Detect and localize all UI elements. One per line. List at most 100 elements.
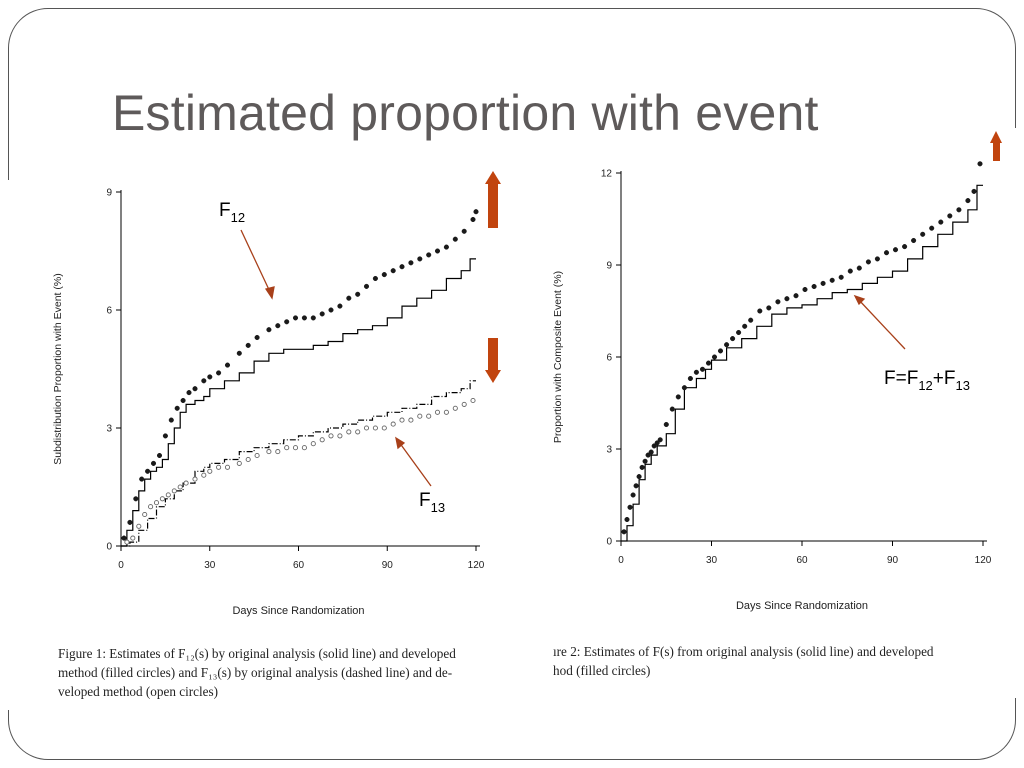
caption-line: method (filled circles) and F₁₃(s) by or…	[58, 665, 453, 680]
data-point-f-developed	[724, 342, 730, 348]
data-point-f-developed	[793, 293, 799, 299]
x-tick-label: 30	[204, 560, 216, 571]
caption-line: ıre 2: Estimates of F(s) from original a…	[553, 644, 934, 659]
data-point-f12-developed	[381, 272, 387, 278]
data-point-f-developed	[687, 375, 693, 382]
data-point-f12-developed	[186, 390, 192, 396]
data-point-f12-developed	[473, 209, 479, 215]
data-point-f13-developed	[337, 433, 343, 439]
caption-line: Figure 1: Estimates of F₁₂(s) by origina…	[58, 646, 456, 661]
data-point-f12-developed	[434, 248, 441, 254]
data-point-f12-developed	[174, 405, 180, 411]
data-point-f12-developed	[150, 460, 157, 466]
data-point-f13-developed	[165, 492, 171, 498]
data-point-f12-developed	[301, 315, 307, 321]
y-tick-label: 9	[606, 261, 612, 272]
data-point-f12-developed	[145, 468, 151, 474]
data-point-f13-developed	[328, 433, 334, 439]
data-point-f12-developed	[461, 228, 467, 234]
data-point-f13-developed	[452, 405, 458, 411]
data-point-f13-developed	[355, 429, 361, 435]
data-point-f-developed	[802, 286, 808, 293]
x-tick-label: 120	[975, 555, 992, 566]
data-point-f-developed	[645, 452, 651, 458]
data-point-f13-developed	[372, 425, 378, 431]
data-point-f12-developed	[207, 374, 213, 380]
data-point-f12-developed	[224, 362, 231, 368]
data-point-f13-developed	[171, 488, 177, 494]
data-point-f12-developed	[319, 311, 325, 317]
y-tick-label: 0	[606, 537, 612, 548]
data-point-f-developed	[838, 274, 844, 280]
data-point-f-developed	[947, 213, 953, 219]
data-point-f13-developed	[319, 437, 325, 443]
data-point-f13-developed	[434, 409, 441, 415]
data-point-f-developed	[865, 259, 871, 265]
data-point-f13-developed	[136, 523, 142, 529]
data-point-f-developed	[883, 250, 890, 256]
y-tick-label: 3	[606, 445, 612, 456]
data-point-f-developed	[911, 237, 917, 244]
caption-line: veloped method (open circles)	[58, 684, 219, 699]
data-point-f-developed	[654, 440, 660, 446]
data-point-f12-developed	[452, 236, 458, 242]
data-point-f13-developed	[266, 449, 272, 455]
data-point-f13-developed	[142, 511, 148, 518]
up-arrow-icon	[990, 131, 1002, 161]
data-point-f13-developed	[216, 464, 222, 470]
data-point-f-developed	[705, 360, 712, 366]
pointer-arrow-f-sum	[853, 294, 906, 350]
y-tick-label: 9	[106, 188, 112, 199]
data-point-f12-developed	[156, 452, 163, 459]
data-point-f-developed	[699, 366, 706, 372]
data-point-f-developed	[956, 207, 962, 213]
data-point-f-developed	[633, 483, 639, 489]
series-line-f13	[121, 380, 476, 547]
data-point-f-developed	[938, 219, 944, 225]
data-point-f13-developed	[399, 417, 405, 423]
data-point-f-developed	[775, 299, 781, 305]
data-point-f-developed	[820, 280, 826, 286]
x-tick-label: 60	[796, 555, 808, 566]
data-point-f12-developed	[121, 535, 127, 541]
x-axis-label: Days Since Randomization	[736, 600, 868, 612]
y-axis-label: Proportion with Composite Event (%)	[552, 271, 564, 443]
data-point-f12-developed	[408, 260, 414, 266]
x-tick-label: 90	[382, 560, 394, 571]
x-tick-label: 0	[618, 555, 624, 566]
y-axis-label: Subdistribution Proportion with Event (%…	[52, 273, 64, 464]
data-point-f-developed	[856, 265, 862, 271]
label-f13: F13	[419, 490, 445, 515]
data-point-f-developed	[717, 348, 724, 354]
x-tick-label: 120	[468, 560, 485, 571]
data-point-f12-developed	[337, 303, 343, 309]
data-point-f12-developed	[266, 327, 272, 333]
data-point-f12-developed	[372, 275, 378, 282]
x-tick-label: 0	[118, 560, 124, 571]
data-point-f13-developed	[207, 468, 213, 474]
data-point-f12-developed	[216, 370, 222, 376]
y-tick-label: 6	[106, 306, 112, 317]
data-point-f-developed	[902, 244, 908, 250]
data-point-f-developed	[874, 256, 880, 262]
data-point-f-developed	[784, 296, 790, 302]
down-arrow-icon	[485, 338, 501, 383]
data-point-f13-developed	[292, 445, 299, 451]
data-point-f12-developed	[236, 350, 242, 356]
data-point-f-developed	[639, 464, 645, 470]
data-point-f13-developed	[310, 441, 316, 447]
series-line-f	[621, 184, 983, 542]
data-point-f13-developed	[284, 445, 290, 451]
data-point-f12-developed	[162, 433, 168, 439]
data-point-f-developed	[811, 283, 817, 290]
data-point-f-developed	[657, 437, 663, 443]
data-point-f13-developed	[192, 476, 198, 482]
data-point-f13-developed	[461, 401, 467, 407]
data-point-f-developed	[627, 504, 633, 510]
data-point-f12-developed	[245, 342, 251, 348]
data-point-f12-developed	[355, 291, 361, 297]
data-point-f12-developed	[201, 378, 207, 384]
data-point-f13-developed	[201, 472, 207, 478]
data-point-f-developed	[971, 188, 977, 194]
